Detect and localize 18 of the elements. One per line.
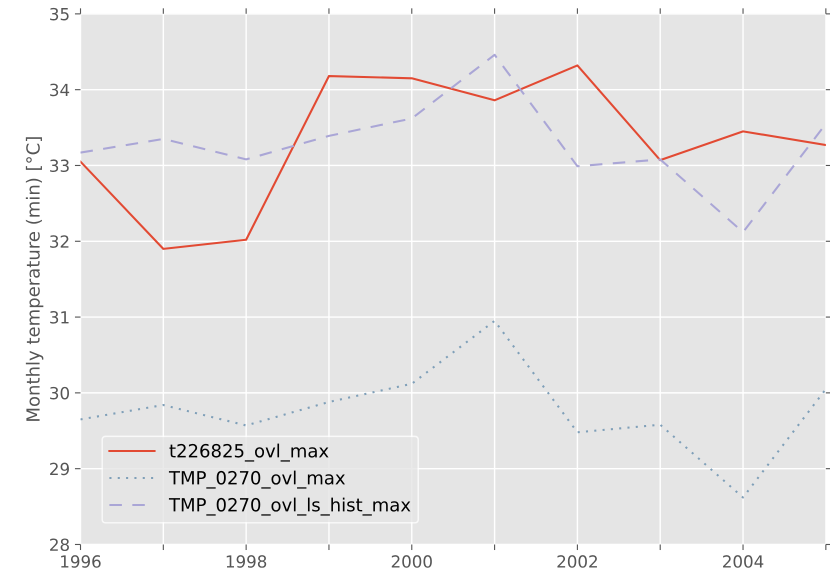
y-axis-title: Monthly temperature (min) [°C] [26, 137, 44, 421]
x-tick-label: 1998 [226, 555, 266, 568]
y-tick-label: 29 [50, 462, 69, 476]
y-tick-label: 34 [50, 84, 70, 96]
x-tick-label: 2002 [557, 555, 597, 568]
y-tick-label: 33 [50, 159, 69, 172]
legend-label: TMP_0270_ovl_max [168, 470, 346, 489]
legend-label: t226825_ovl_max [169, 444, 329, 462]
y-tick-label: 31 [50, 311, 69, 324]
y-tick-label: 30 [50, 386, 69, 400]
x-tick-label: 2004 [723, 555, 764, 568]
y-tick-label: 28 [50, 538, 69, 552]
line-series [80, 320, 826, 499]
legend-label: TMP_0270_ovl_ls_hist_max [168, 498, 410, 516]
x-tick-label: 1996 [61, 555, 101, 568]
x-tick-label: 2000 [392, 555, 432, 568]
y-tick-label: 35 [50, 8, 69, 20]
y-tick-label: 32 [50, 235, 68, 248]
